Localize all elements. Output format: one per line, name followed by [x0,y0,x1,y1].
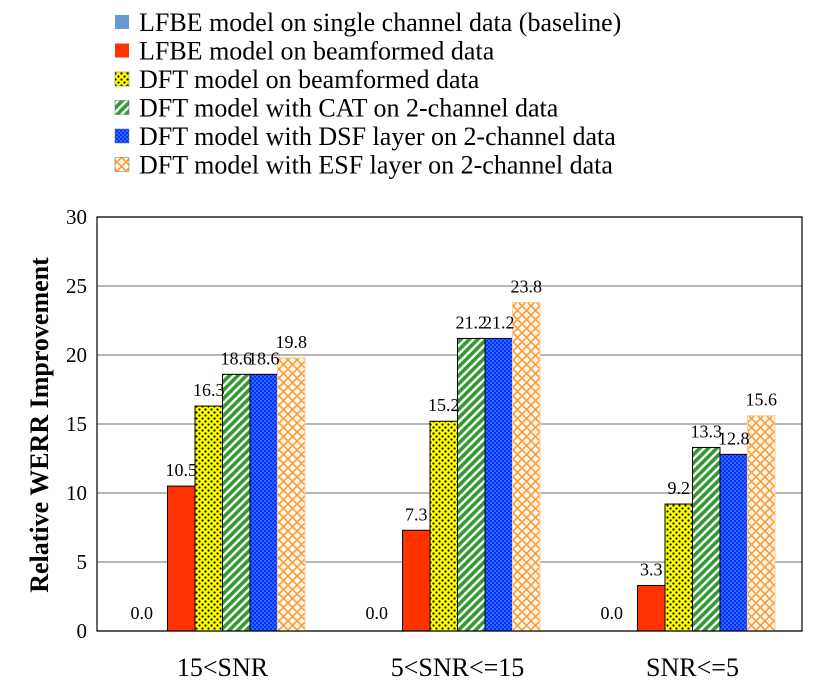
data-label: 0.0 [366,603,389,623]
data-label: 9.2 [668,478,691,498]
legend-entry-3: DFT model on beamformed data [139,65,480,94]
data-label: 18.6 [221,348,253,368]
x-category-label: SNR<=5 [646,653,739,682]
data-labels: 0.010.516.318.618.619.80.07.315.221.221.… [131,277,778,623]
y-tick-label: 25 [66,274,87,298]
bar-4 [457,337,486,632]
legend-entry-2: LFBE model on beamformed data [139,37,495,66]
data-label: 3.3 [640,559,663,579]
bar-6 [277,357,306,632]
data-label: 19.8 [276,332,308,352]
data-label: 7.3 [405,504,428,524]
axes: 0 5 10 15 20 25 30 15<SNR 5<SNR<=15 SNR<=5 [66,205,803,682]
legend: LFBE model on single channel data (basel… [114,8,621,180]
bars [167,302,776,632]
legend-entry-1: LFBE model on single channel data (basel… [139,8,621,37]
y-tick-label: 0 [77,619,88,643]
data-label: 0.0 [131,603,154,623]
data-label: 15.6 [746,390,778,410]
bar-5 [484,337,513,632]
bar-4 [222,373,251,632]
bar-2 [637,584,666,632]
data-label: 12.8 [718,428,750,448]
bar-2 [402,529,431,632]
legend-swatch-6 [114,157,130,172]
legend-entry-4: DFT model with CAT on 2-channel data [139,94,559,123]
legend-swatch-3 [114,71,130,87]
data-label: 13.3 [691,421,723,441]
y-tick-label: 10 [66,481,87,505]
x-category-label: 15<SNR [177,653,269,682]
legend-swatch-1 [115,15,129,29]
y-tick-label: 30 [66,205,87,229]
y-tick-label: 15 [66,412,87,436]
plot-frame [96,216,803,632]
legend-entry-6: DFT model with ESF layer on 2-channel da… [139,151,613,180]
bar-4 [692,446,721,632]
legend-swatch-4 [114,100,130,115]
legend-entry-5: DFT model with DSF layer on 2-channel da… [139,122,616,151]
y-tick-label: 20 [66,343,87,367]
y-axis-label: Relative WERR Improvement [25,257,54,593]
legend-swatch-2 [115,43,129,58]
data-label: 16.3 [193,380,225,400]
data-label: 23.8 [511,277,543,297]
data-label: 0.0 [601,603,624,623]
bar-3 [194,405,223,632]
data-label: 15.2 [428,395,460,415]
data-label: 18.6 [248,348,280,368]
bar-6 [512,302,541,632]
bar-6 [747,415,776,632]
y-tick-label: 5 [77,550,88,574]
data-label: 10.5 [166,460,198,480]
bar-5 [249,373,278,632]
bar-2 [167,485,196,632]
x-category-label: 5<SNR<=15 [391,653,525,682]
data-label: 21.2 [456,312,488,332]
data-label: 21.2 [483,312,515,332]
bar-5 [719,453,748,632]
bar-3 [664,503,693,632]
legend-swatch-5 [114,128,130,144]
bar-3 [429,420,458,632]
